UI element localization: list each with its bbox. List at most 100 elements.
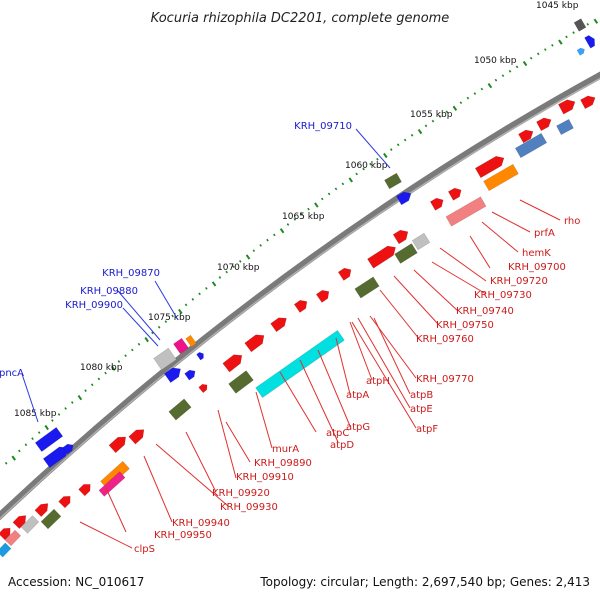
scale-tick-label: 1080 kbp <box>80 363 123 373</box>
gene-block <box>558 99 576 115</box>
gene-block <box>0 527 11 541</box>
ruler-dot <box>424 124 428 128</box>
gene-block <box>34 503 49 517</box>
ruler-dot <box>11 455 16 461</box>
gene-block <box>270 317 287 333</box>
label-leader-line <box>357 317 411 409</box>
gene-block <box>584 35 595 49</box>
label-leader-line <box>185 431 217 493</box>
gene-block <box>367 245 396 269</box>
gene-block <box>411 232 431 251</box>
label-leader-line <box>122 307 159 347</box>
ruler-dot <box>117 360 121 363</box>
gene-block <box>222 354 243 373</box>
ruler-dot <box>565 35 568 39</box>
gene-block <box>518 129 534 144</box>
ruler-dot <box>70 401 74 404</box>
gene-block <box>514 132 548 159</box>
ruler-dot <box>178 308 183 315</box>
ruler-dot <box>334 187 338 191</box>
label-leader-line <box>431 261 487 295</box>
ruler-dot <box>205 287 208 290</box>
label-leader-line <box>413 269 459 312</box>
ruler-dot <box>473 92 477 95</box>
gene-block <box>184 369 196 381</box>
label-leader-line <box>369 315 417 379</box>
gene-label-red: prfA <box>534 228 555 239</box>
scale-tick-label: 1045 kbp <box>536 1 579 11</box>
gene-block <box>20 515 40 534</box>
ruler-dot <box>438 115 442 118</box>
ruler-dot <box>24 443 28 447</box>
scale-tick-label: 1050 kbp <box>474 56 517 66</box>
gene-block <box>429 197 444 211</box>
gene-block <box>293 299 308 313</box>
gene-label-red: atpE <box>410 404 433 415</box>
gene-block <box>354 276 380 299</box>
ruler-dot <box>558 39 563 45</box>
ruler-dot <box>522 60 528 67</box>
ruler-dot <box>44 424 49 431</box>
ruler-dot <box>320 197 324 201</box>
label-leader-line <box>335 337 351 395</box>
gene-block <box>0 542 12 558</box>
label-leader-line <box>105 487 127 533</box>
ruler-dot <box>508 69 512 73</box>
gene-block <box>40 508 62 530</box>
ruler-dot <box>307 207 310 211</box>
ruler-dot <box>286 223 290 226</box>
gene-label-red: KRH_09910 <box>236 472 294 483</box>
label-leader-line <box>21 373 39 423</box>
ruler-dot <box>77 394 83 401</box>
gene-label-red: KRH_09930 <box>220 502 278 513</box>
genome-stats-text: Topology: circular; Length: 2,697,540 bp… <box>259 575 590 589</box>
scale-tick-label: 1055 kbp <box>410 110 453 120</box>
ruler-dot <box>84 389 87 393</box>
label-leader-line <box>491 211 531 233</box>
ruler-dot <box>252 249 256 253</box>
gene-labels: KRH_09710 KRH_09870 KRH_09880 KRH_09900 pncA… <box>0 121 580 555</box>
label-leader-line <box>225 421 251 463</box>
gene-block <box>173 337 189 355</box>
gene-block <box>536 117 552 132</box>
gene-block <box>128 429 145 445</box>
label-leader-line <box>355 128 391 169</box>
accession-text: Accession: NC_010617 <box>8 575 144 589</box>
gene-block <box>392 229 409 245</box>
ruler-dot <box>417 128 423 135</box>
gene-label-red: atpB <box>410 390 433 401</box>
scale-ticks: 1045 kbp 1050 kbp 1055 kbp 1060 kbp 1065 kbp… <box>14 1 579 419</box>
gene-label-red: KRH_09700 <box>508 262 566 273</box>
label-leader-line <box>393 275 439 325</box>
ruler-dot <box>403 138 407 142</box>
ruler-dot <box>362 167 365 171</box>
ruler-dot <box>37 431 41 434</box>
gene-label-red: KRH_09940 <box>172 518 230 529</box>
gene-label-red: KRH_09920 <box>212 488 270 499</box>
scale-tick-label: 1060 kbp <box>345 161 388 171</box>
ruler-dot <box>515 65 519 69</box>
label-leader-lines <box>21 128 561 549</box>
gene-label-red: atpD <box>330 440 354 451</box>
gene-block <box>163 367 181 383</box>
gene-label-blue: pncA <box>0 368 24 379</box>
ruler-dot <box>341 182 345 186</box>
gene-block <box>573 18 587 32</box>
gene-label-red: rho <box>564 216 580 227</box>
gene-block <box>168 398 192 421</box>
label-leader-line <box>373 317 411 395</box>
ruler-dot <box>97 377 101 381</box>
ruler-dot <box>191 297 195 301</box>
scale-tick-label: 1075 kbp <box>148 313 191 323</box>
map-title: Kocuria rhizophila DC2201, complete geno… <box>151 11 450 26</box>
ruler-dot <box>501 74 505 78</box>
gene-block <box>396 191 412 206</box>
label-leader-line <box>299 359 339 443</box>
ruler-dot <box>31 437 34 441</box>
ruler-dot <box>389 148 393 151</box>
gene-features <box>0 18 596 558</box>
ruler-dot <box>164 320 168 323</box>
gene-label-red: KRH_09890 <box>254 458 312 469</box>
ruler-dot <box>355 172 358 176</box>
